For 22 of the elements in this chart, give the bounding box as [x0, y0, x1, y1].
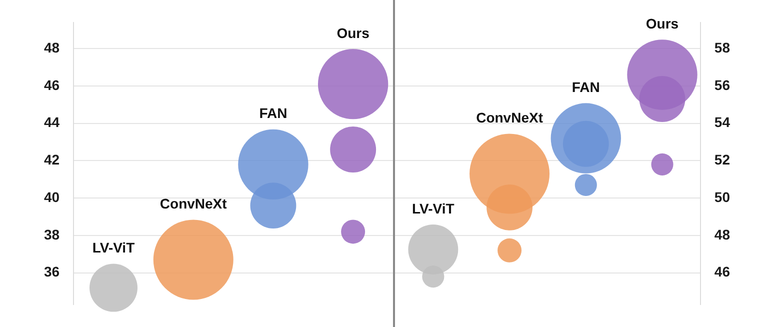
- y2-tick-label: 48: [714, 226, 730, 242]
- y-tick-label: 46: [44, 76, 60, 93]
- x-tick-label: FAN: [259, 105, 288, 122]
- x-tick-label: LV-ViT: [412, 200, 455, 216]
- y-tick-label: 38: [44, 226, 60, 242]
- y-tick-label: 44: [44, 114, 60, 130]
- y2-tick-label: 54: [714, 114, 730, 130]
- x-tick-label: Ours: [646, 15, 679, 32]
- x-tick-label: Ours: [336, 24, 370, 41]
- y-tick-label: 40: [44, 188, 60, 205]
- x-tick-label: FAN: [572, 79, 600, 96]
- y-tick-label: 42: [44, 152, 60, 168]
- y2-tick-label: 46: [714, 264, 730, 280]
- x-tick-label: ConvNeXt: [160, 196, 228, 212]
- y2-tick-label: 50: [714, 188, 730, 205]
- y-tick-label: 36: [44, 264, 60, 280]
- y2-tick-label: 56: [714, 76, 730, 93]
- y2-tick-label: 52: [714, 152, 730, 168]
- y-tick-label: 48: [44, 39, 60, 56]
- x-tick-label: ConvNeXt: [476, 110, 544, 126]
- x-tick-label: LV-ViT: [92, 240, 136, 256]
- y2-tick-label: 58: [714, 39, 730, 56]
